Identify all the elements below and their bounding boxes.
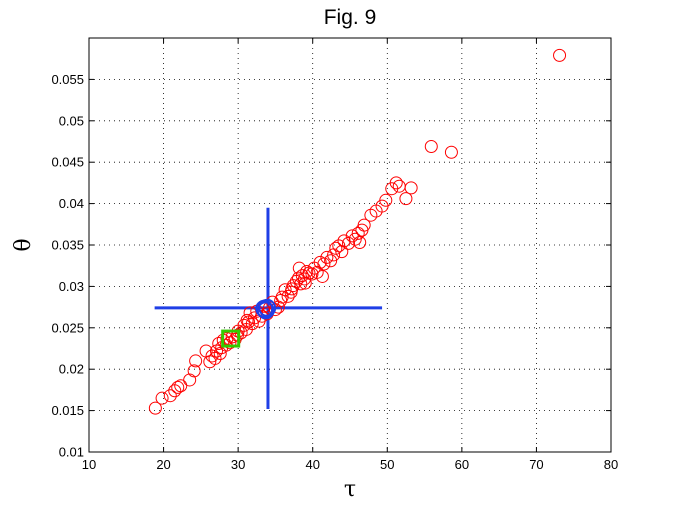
x-tick-label: 70 (529, 457, 543, 472)
y-tick-label: 0.025 (51, 320, 84, 335)
sample-circle-marker (324, 254, 338, 268)
mean-circle-marker (256, 301, 275, 320)
y-tick-label: 0.02 (59, 362, 84, 377)
sample-circle-marker (357, 218, 371, 232)
x-tick-label: 50 (380, 457, 394, 472)
sample-circle-marker (320, 250, 334, 264)
sample-circle-marker (553, 48, 567, 62)
sample-circle-marker (342, 236, 356, 250)
sample-circle-marker (155, 391, 169, 405)
y-tick-label: 0.01 (59, 445, 84, 460)
sample-circle-marker (348, 232, 362, 246)
reference-square-marker (221, 329, 241, 348)
sample-circle-marker (379, 193, 393, 207)
sample-circle-marker (174, 379, 188, 393)
sample-circle-marker (278, 283, 292, 297)
x-tick-label: 20 (156, 457, 170, 472)
sample-circle-marker (399, 192, 413, 206)
sample-circle-marker (292, 271, 306, 285)
grid-lines (89, 38, 611, 452)
sample-circle-marker (243, 306, 257, 320)
sample-circle-marker (171, 380, 185, 394)
chart-title: Fig. 9 (324, 6, 377, 29)
x-tick-label: 30 (231, 457, 245, 472)
sample-circle-marker (274, 293, 288, 307)
sample-circle-marker (240, 313, 254, 327)
tick-marks (88, 38, 612, 453)
y-tick-label: 0.035 (51, 238, 84, 253)
sample-circle-marker (444, 145, 458, 159)
y-tick-label: 0.055 (51, 72, 84, 87)
y-tick-label: 0.04 (59, 196, 84, 211)
sample-circle-marker (295, 269, 309, 283)
sample-circle-marker (208, 351, 222, 365)
sample-circle-marker (332, 239, 346, 253)
x-axis-label: τ (344, 477, 356, 502)
x-tick-label: 80 (604, 457, 618, 472)
sample-circle-marker (424, 139, 438, 153)
sample-circle-marker (329, 241, 343, 255)
sample-circle-marker (183, 373, 197, 387)
sample-circle-marker (148, 401, 162, 415)
sample-circle-marker (389, 176, 403, 190)
sample-circle-marker (163, 389, 177, 403)
y-tick-label: 0.015 (51, 403, 84, 418)
sample-circle-marker (189, 354, 203, 368)
x-tick-label: 10 (82, 457, 96, 472)
sample-circle-marker (315, 269, 329, 283)
sample-circle-marker (248, 311, 262, 325)
sample-circle-marker (335, 245, 349, 259)
sample-circle-marker (305, 267, 319, 281)
sample-circle-marker (187, 364, 201, 378)
sample-circle-marker (212, 337, 226, 351)
sample-circle-marker (285, 282, 299, 296)
x-axis-tick-labels: 10 20 30 40 50 60 70 80 (82, 457, 618, 472)
y-axis-tick-labels: 0.01 0.015 0.02 0.025 0.03 0.035 0.04 0.045 0.05… (51, 72, 84, 460)
sample-circle-marker (317, 257, 331, 271)
y-tick-label: 0.05 (59, 113, 84, 128)
x-tick-label: 60 (455, 457, 469, 472)
x-tick-label: 40 (305, 457, 319, 472)
sample-circle-marker (345, 229, 359, 243)
y-axis-label: θ (11, 238, 36, 251)
data-points (148, 48, 567, 415)
y-tick-label: 0.045 (51, 155, 84, 170)
sample-circle-marker (281, 289, 295, 303)
sample-circle-marker (404, 181, 418, 195)
y-tick-label: 0.03 (59, 279, 84, 294)
sample-circle-marker (205, 349, 219, 363)
sample-circle-marker (298, 276, 312, 290)
mean-circle-marker (255, 299, 274, 318)
sample-circle-marker (353, 236, 367, 250)
